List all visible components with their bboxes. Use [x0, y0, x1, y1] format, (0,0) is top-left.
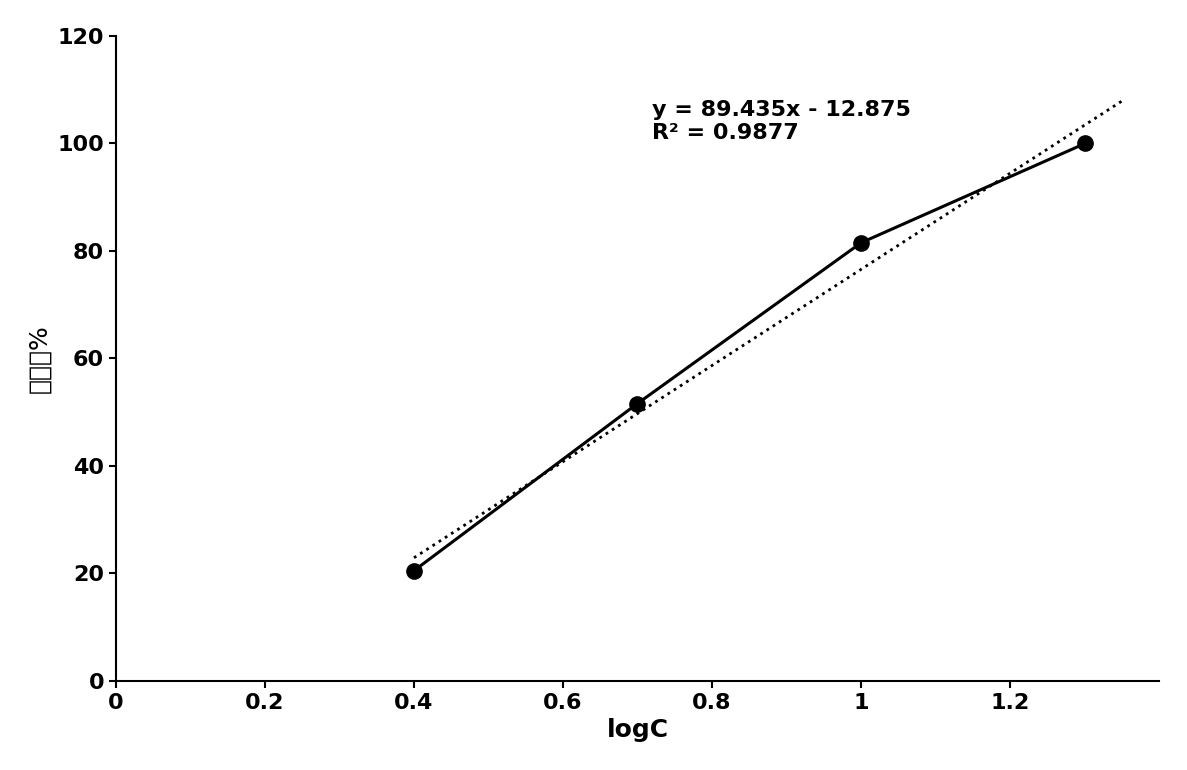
- X-axis label: logC: logC: [607, 718, 668, 742]
- Text: y = 89.435x - 12.875
R² = 0.9877: y = 89.435x - 12.875 R² = 0.9877: [653, 100, 912, 143]
- Y-axis label: 毒性值%: 毒性值%: [27, 324, 52, 393]
